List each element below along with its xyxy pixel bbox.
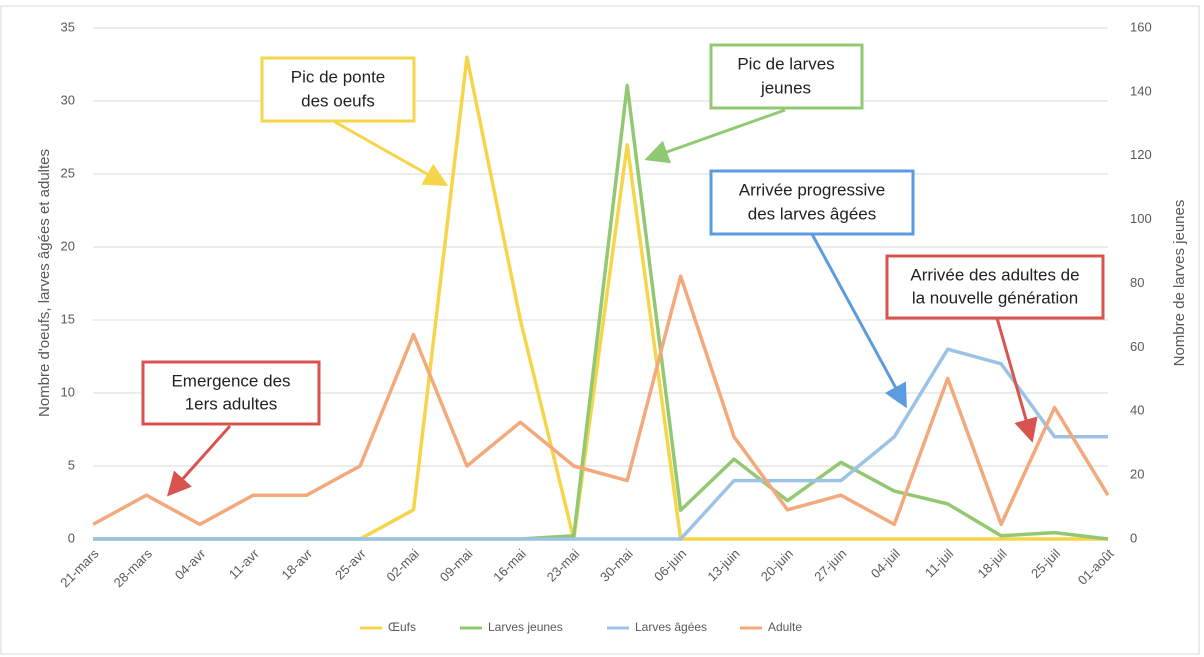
series-line [93,347,1108,541]
legend-label: Adulte [768,620,802,634]
annotation: Arrivée des adultes de [910,265,1079,284]
y2-tick-label: 120 [1130,147,1152,162]
annotation: la nouvelle génération [912,288,1078,307]
y-tick-label: 20 [61,238,75,253]
legend-label: Larves âgées [635,620,707,634]
y-tick-label: 10 [61,384,75,399]
y2-tick-label: 20 [1130,467,1144,482]
y-tick-label: 15 [61,311,75,326]
annotation: Arrivée progressive [739,180,885,199]
series-line [92,274,1110,527]
annotation: Pic de larves [737,54,834,73]
y-axis-title: Nombre d'oeufs, larves âgées et adultes [36,149,53,417]
y2-axis-title: Nombre de larves jeunes [1171,200,1188,367]
y2-tick-label: 160 [1130,19,1152,34]
annotation: des larves âgées [748,204,877,223]
y2-tick-label: 80 [1130,275,1144,290]
y2-tick-label: 40 [1130,403,1144,418]
frame [0,5,1200,655]
annotation: Emergence des [171,371,290,390]
y-tick-label: 0 [68,530,75,545]
y-tick-label: 25 [61,165,75,180]
annotation: Pic de ponte [291,67,386,86]
y-tick-label: 5 [68,457,75,472]
legend-label: Larves jeunes [488,620,563,634]
annotation-arrows [167,108,1038,497]
annotation: jeunes [760,78,811,97]
y2-tick-label: 0 [1130,530,1137,545]
y2-tick-label: 60 [1130,339,1144,354]
y2-tick-label: 100 [1130,211,1152,226]
legend-label: Œufs [388,620,416,634]
y-tick-label: 35 [61,19,75,34]
y2-tick-label: 140 [1130,83,1152,98]
y-tick-label: 30 [61,92,75,107]
annotation-boxes [141,43,1105,426]
annotation: 1ers adultes [185,394,278,413]
annotation: des oeufs [301,91,375,110]
